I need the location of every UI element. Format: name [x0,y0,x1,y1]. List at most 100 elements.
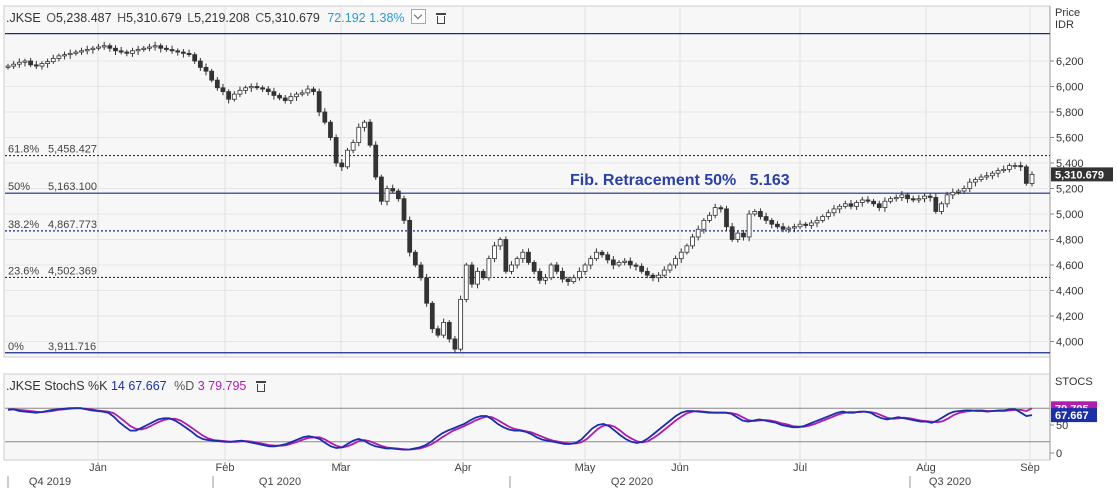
candle-body [84,49,90,52]
dropdown-button[interactable] [411,9,427,24]
candle-body [707,214,712,221]
candle-body [667,264,673,271]
candle-body [101,45,107,48]
candle-body [639,265,645,272]
candle-body [859,199,865,203]
low-label: L [187,11,195,25]
candle-body [978,176,984,180]
candle-body [820,216,826,221]
close-value: 5,310.679 [264,11,320,25]
candle-body [627,260,633,266]
candle-body [593,251,599,260]
candle-body [418,264,424,279]
stoch-tick-label: 50 [1056,420,1068,432]
fib-level-label: 23.6% [8,265,39,277]
candle-body [531,262,537,272]
candle-body [384,188,390,202]
stoch-axis-title: STOCS [1055,376,1093,388]
candle-body [475,270,480,285]
candle-body [939,203,944,212]
stoch-d-period: 3 [197,379,205,393]
candle-body [882,200,888,209]
candle-body [916,198,922,201]
candle-body [712,207,718,216]
candle-body [130,50,135,54]
candle-body [622,260,628,263]
candle-body [277,95,282,99]
x-month-label: May [575,462,596,474]
candle-body [899,194,905,198]
fib-annotation: Fib. Retracement 50% 5.163 [570,172,790,189]
candle-body [186,52,192,56]
candle-body [463,264,469,300]
candle-body [107,45,113,49]
candle-body [763,216,769,221]
candle-body [214,79,220,89]
candle-body [944,194,950,205]
candle-body [345,149,350,168]
x-month-label: Mar [332,462,351,474]
price-tick-label: 4,800 [1056,235,1084,247]
candle-body [656,274,661,279]
candle-body [28,60,34,66]
candle-body [854,202,859,207]
candle-body [113,47,118,52]
candle-body [514,258,520,266]
candle-body [808,222,814,226]
stoch-name: StochS [44,379,85,393]
trash-icon[interactable] [435,13,446,24]
candle-body [1012,165,1018,167]
candle-body [158,45,164,49]
price-tick-label: 5,800 [1056,107,1084,119]
candle-body [526,251,531,263]
price-tick-label: 5,600 [1056,133,1084,145]
candle-body [16,61,22,65]
price-tick-label: 4,200 [1056,311,1084,323]
candle-body [837,205,843,210]
stoch-k-period: 14 [110,379,125,393]
high-label: H [117,11,127,25]
candle-body [62,54,67,57]
price-pane [3,5,1051,358]
candle-body [118,50,124,53]
fib-level-value: 4,867.773 [48,219,97,231]
candle-body [633,264,639,267]
candle-body [735,232,741,240]
candle-body [446,321,452,340]
candle-body [282,97,288,101]
candle-body [543,277,548,281]
candle-body [203,66,209,72]
stoch-pane [3,373,1051,461]
candle-body [175,50,181,53]
candle-body [1006,165,1012,170]
fib-level-value: 4,502.369 [48,265,97,277]
candle-body [271,91,277,96]
candle-body [226,91,232,100]
candle-body [769,219,775,225]
candle-body [5,65,11,68]
candle-body [152,45,158,48]
candle-body [412,251,418,266]
x-month-label: Feb [216,462,235,474]
fib-level-value: 5,163.100 [48,181,97,193]
x-month-label: Aug [916,462,936,474]
stoch-trash-icon[interactable] [255,381,266,392]
price-tick-label: 5,200 [1056,184,1084,196]
candle-body [599,251,605,256]
candle-body [260,87,265,90]
last-price-tag-label: 5,310.679 [1055,169,1104,181]
candle-body [888,198,893,202]
stoch-k-line [7,407,1033,451]
candle-body [865,199,871,202]
x-month-label: Apr [454,462,471,474]
candle-body [164,47,169,50]
candle-body [571,277,577,282]
candle-body [33,64,39,67]
candle-body [616,262,622,266]
price-tick-label: 4,600 [1056,260,1084,272]
candle-body [792,226,797,229]
low-value: 5,219.208 [194,11,250,25]
candle-body [825,212,831,217]
candle-body [429,302,435,330]
